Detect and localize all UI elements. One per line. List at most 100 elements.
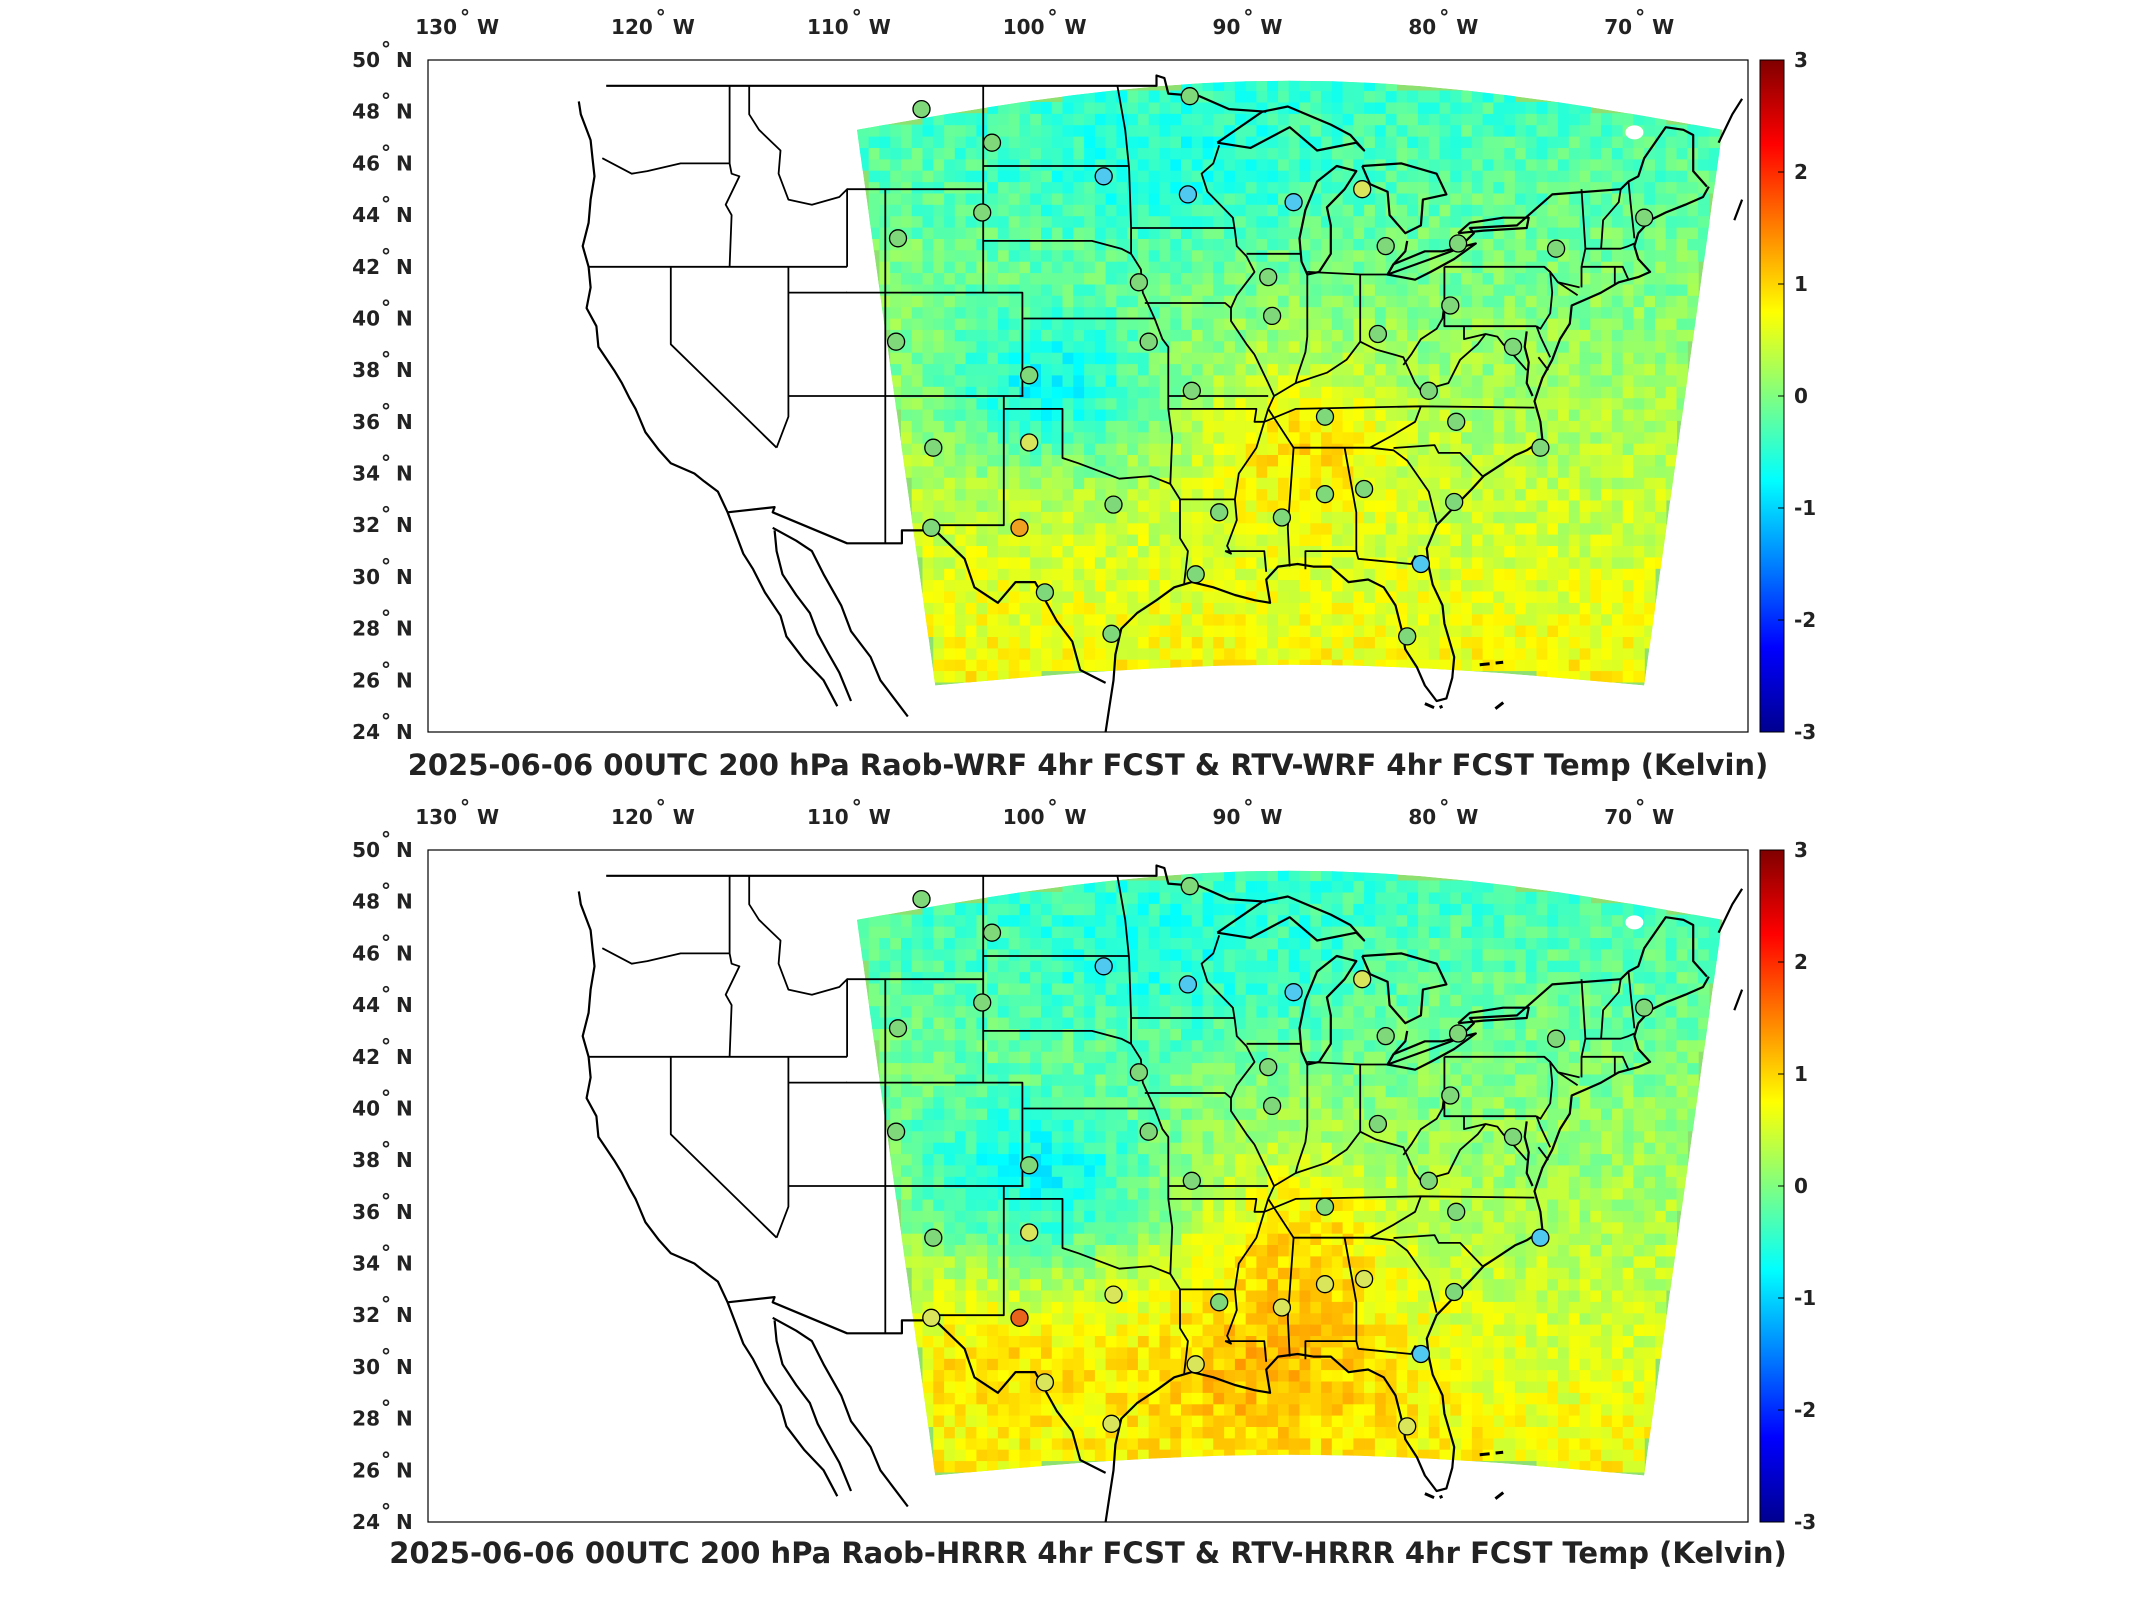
svg-text:°: ° bbox=[381, 399, 391, 423]
raob-station-marker bbox=[1021, 1224, 1038, 1241]
raob-station-marker bbox=[1285, 984, 1302, 1001]
lon-tick-label: 80°W bbox=[1408, 795, 1478, 829]
svg-text:80: 80 bbox=[1408, 15, 1436, 39]
raob-station-marker bbox=[1103, 1415, 1120, 1432]
svg-text:N: N bbox=[396, 307, 413, 331]
svg-text:W: W bbox=[477, 15, 499, 39]
raob-station-marker bbox=[1532, 1229, 1549, 1246]
svg-text:°: ° bbox=[1635, 5, 1645, 29]
svg-text:N: N bbox=[396, 48, 413, 72]
lon-tick-label: 130°W bbox=[415, 795, 499, 829]
raob-station-marker bbox=[1181, 88, 1198, 105]
lat-tick-label: 28°N bbox=[352, 606, 413, 641]
raob-station-marker bbox=[1130, 1064, 1147, 1081]
svg-text:°: ° bbox=[381, 554, 391, 578]
svg-text:N: N bbox=[396, 358, 413, 382]
colorbar-tick-label: 0 bbox=[1794, 1174, 1808, 1198]
lat-tick-label: 44°N bbox=[352, 192, 413, 227]
lat-tick-label: 36°N bbox=[352, 1189, 413, 1224]
svg-text:50: 50 bbox=[352, 48, 380, 72]
raob-station-marker bbox=[1356, 481, 1373, 498]
raob-station-marker bbox=[1317, 1198, 1334, 1215]
lon-tick-label: 80°W bbox=[1408, 5, 1478, 39]
raob-station-marker bbox=[1354, 971, 1371, 988]
lon-tick-label: 90°W bbox=[1213, 5, 1283, 39]
raob-station-marker bbox=[1285, 194, 1302, 211]
lon-tick-label: 100°W bbox=[1003, 5, 1087, 39]
colorbar-tick-label: -1 bbox=[1794, 1286, 1816, 1310]
lat-tick-label: 42°N bbox=[352, 244, 413, 279]
raob-station-marker bbox=[890, 230, 907, 247]
raob-station-marker bbox=[1187, 1356, 1204, 1373]
raob-station-marker bbox=[974, 204, 991, 221]
colorbar-tick-label: -3 bbox=[1794, 1510, 1816, 1534]
raob-station-marker bbox=[1011, 519, 1028, 536]
raob-station-marker bbox=[1448, 413, 1465, 430]
lon-tick-label: 70°W bbox=[1604, 5, 1674, 39]
raob-station-marker bbox=[1636, 999, 1653, 1016]
svg-text:48: 48 bbox=[352, 100, 380, 124]
lat-tick-label: 36°N bbox=[352, 399, 413, 434]
lon-tick-label: 130°W bbox=[415, 5, 499, 39]
svg-text:110: 110 bbox=[807, 15, 849, 39]
raob-station-marker bbox=[1021, 367, 1038, 384]
missing-data-patch bbox=[1625, 915, 1643, 929]
lat-tick-label: 32°N bbox=[352, 502, 413, 537]
raob-station-marker bbox=[1450, 235, 1467, 252]
lat-tick-label: 46°N bbox=[352, 140, 413, 175]
svg-text:°: ° bbox=[381, 451, 391, 475]
raob-station-marker bbox=[1532, 439, 1549, 456]
raob-station-marker bbox=[1420, 1172, 1437, 1189]
colorbar-tick-label: 1 bbox=[1794, 1062, 1808, 1086]
colorbar-tick-label: 1 bbox=[1794, 272, 1808, 296]
raob-station-marker bbox=[1446, 1284, 1463, 1301]
raob-station-marker bbox=[888, 1123, 905, 1140]
lon-tick-label: 120°W bbox=[611, 5, 695, 39]
svg-text:W: W bbox=[1260, 15, 1282, 39]
colorbar-tick-label: -3 bbox=[1794, 720, 1816, 744]
svg-text:N: N bbox=[396, 203, 413, 227]
raob-station-marker bbox=[1211, 504, 1228, 521]
colorbar-tick-label: -2 bbox=[1794, 608, 1816, 632]
raob-station-marker bbox=[1636, 209, 1653, 226]
svg-text:°: ° bbox=[656, 5, 666, 29]
raob-station-marker bbox=[923, 519, 940, 536]
raob-station-marker bbox=[1356, 1271, 1373, 1288]
raob-station-marker bbox=[1505, 338, 1522, 355]
raob-station-marker bbox=[923, 1309, 940, 1326]
panel-title: 2025-06-06 00UTC 200 hPa Raob-WRF 4hr FC… bbox=[408, 748, 1769, 782]
colorbar-tick-label: 0 bbox=[1794, 384, 1808, 408]
raob-station-marker bbox=[1505, 1128, 1522, 1145]
lon-tick-label: 110°W bbox=[807, 5, 891, 39]
svg-text:46: 46 bbox=[352, 151, 380, 175]
raob-station-marker bbox=[1140, 1123, 1157, 1140]
raob-station-marker bbox=[1442, 1087, 1459, 1104]
svg-text:°: ° bbox=[381, 709, 391, 733]
svg-text:N: N bbox=[396, 720, 413, 744]
colorbar-tick-label: 2 bbox=[1794, 160, 1808, 184]
raob-station-marker bbox=[1036, 1374, 1053, 1391]
raob-station-marker bbox=[1183, 382, 1200, 399]
raob-station-marker bbox=[1354, 181, 1371, 198]
raob-station-marker bbox=[925, 439, 942, 456]
raob-station-marker bbox=[1021, 1157, 1038, 1174]
raob-station-marker bbox=[1317, 408, 1334, 425]
svg-text:°: ° bbox=[381, 606, 391, 630]
svg-text:130: 130 bbox=[415, 15, 457, 39]
raob-station-marker bbox=[913, 101, 930, 118]
svg-text:N: N bbox=[396, 100, 413, 124]
lat-tick-label: 46°N bbox=[352, 930, 413, 965]
lon-tick-label: 90°W bbox=[1213, 795, 1283, 829]
raob-station-marker bbox=[1377, 238, 1394, 255]
raob-station-marker bbox=[1273, 1299, 1290, 1316]
lat-tick-label: 44°N bbox=[352, 982, 413, 1017]
lat-tick-label: 42°N bbox=[352, 1034, 413, 1069]
svg-text:°: ° bbox=[381, 296, 391, 320]
svg-text:28: 28 bbox=[352, 617, 380, 641]
raob-station-marker bbox=[1369, 326, 1386, 343]
raob-station-marker bbox=[913, 891, 930, 908]
raob-station-marker bbox=[1095, 958, 1112, 975]
colorbar-tick-label: 3 bbox=[1794, 838, 1808, 862]
